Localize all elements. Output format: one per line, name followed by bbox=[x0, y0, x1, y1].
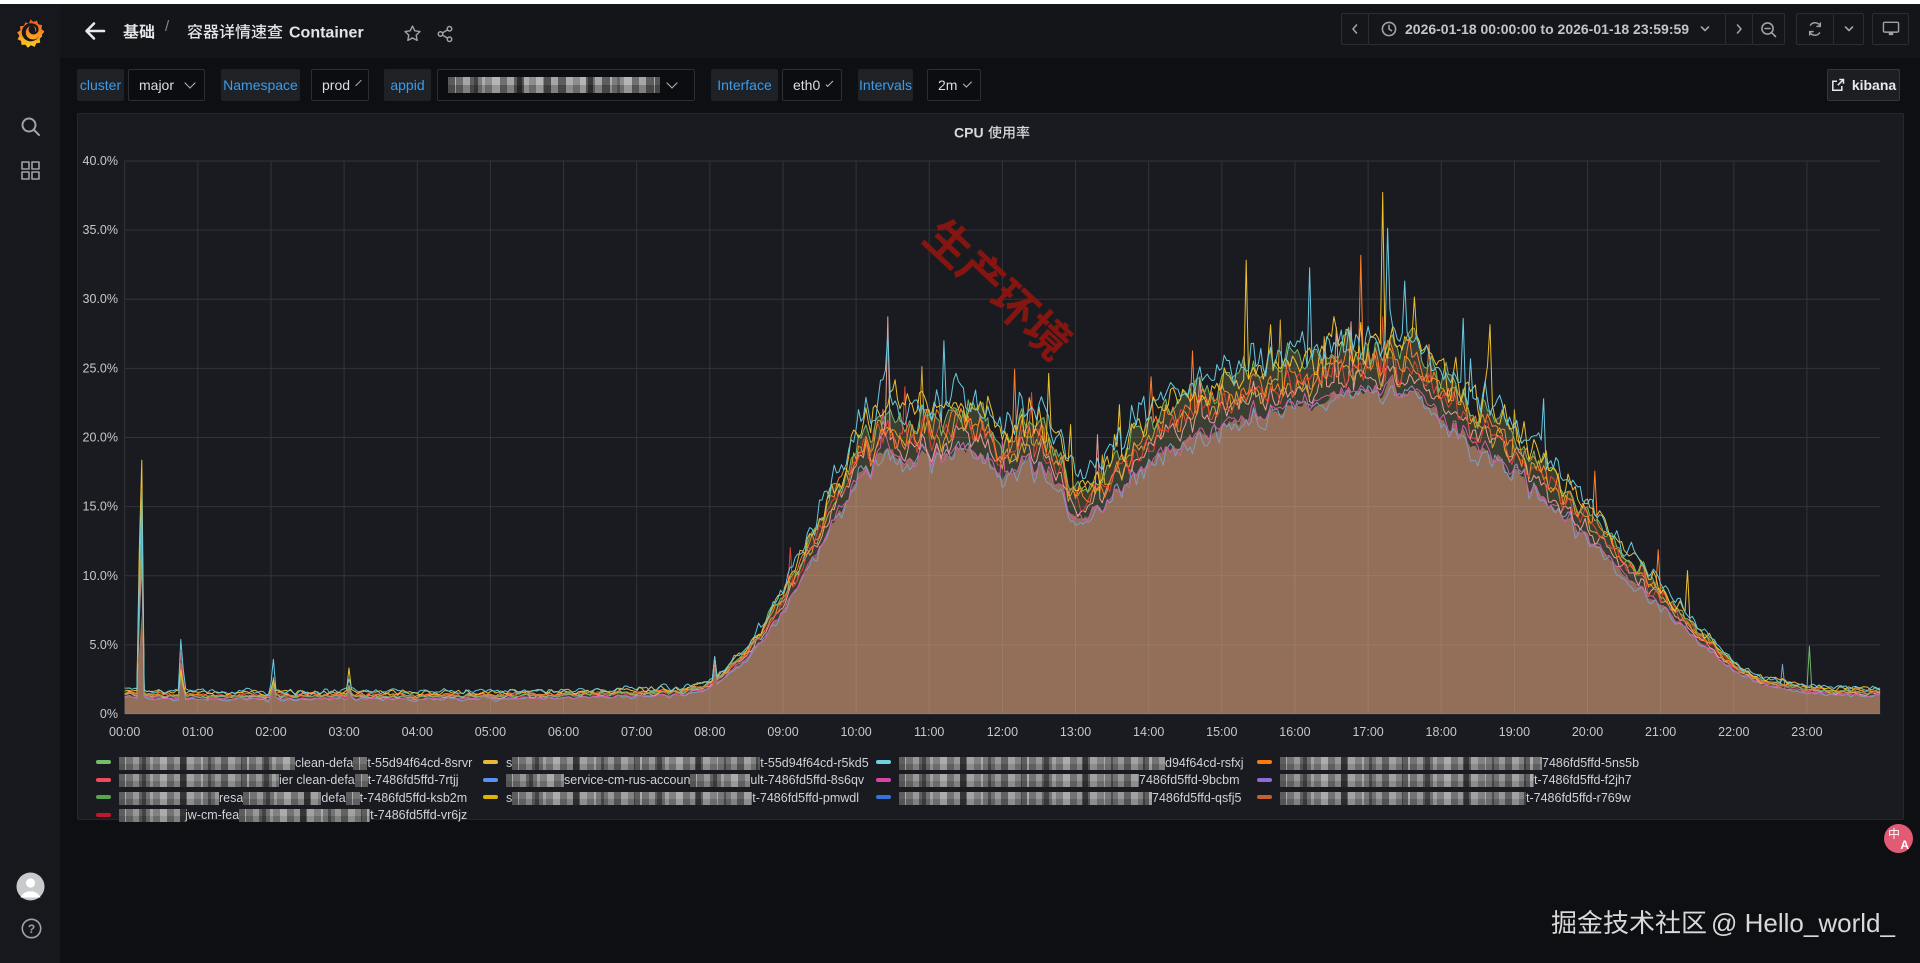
svg-text:11:00: 11:00 bbox=[914, 725, 944, 739]
svg-text:01:00: 01:00 bbox=[182, 725, 213, 739]
svg-text:19:00: 19:00 bbox=[1499, 725, 1530, 739]
svg-text:23:00: 23:00 bbox=[1791, 725, 1822, 739]
svg-text:15:00: 15:00 bbox=[1206, 725, 1237, 739]
svg-text:40.0%: 40.0% bbox=[83, 154, 118, 168]
svg-text:20.0%: 20.0% bbox=[83, 431, 118, 445]
svg-text:Container: Container bbox=[289, 25, 364, 42]
svg-text:5.0%: 5.0% bbox=[90, 638, 119, 652]
svg-text:10.0%: 10.0% bbox=[83, 569, 118, 583]
svg-text:25.0%: 25.0% bbox=[83, 361, 118, 375]
svg-text:14:00: 14:00 bbox=[1133, 725, 1164, 739]
svg-text:17:00: 17:00 bbox=[1352, 725, 1383, 739]
svg-text:02:00: 02:00 bbox=[255, 725, 286, 739]
svg-text:12:00: 12:00 bbox=[987, 725, 1018, 739]
svg-text:?: ? bbox=[28, 922, 35, 936]
svg-text:00:00: 00:00 bbox=[109, 725, 140, 739]
svg-text:06:00: 06:00 bbox=[548, 725, 579, 739]
svg-text:13:00: 13:00 bbox=[1060, 725, 1091, 739]
svg-text:09:00: 09:00 bbox=[767, 725, 798, 739]
svg-text:03:00: 03:00 bbox=[328, 725, 359, 739]
svg-text:CPU: CPU bbox=[954, 125, 984, 141]
svg-text:10:00: 10:00 bbox=[840, 725, 871, 739]
svg-text:07:00: 07:00 bbox=[621, 725, 652, 739]
svg-text:0%: 0% bbox=[100, 707, 118, 721]
svg-text:@ Hello_world_: @ Hello_world_ bbox=[1711, 908, 1895, 938]
svg-text:35.0%: 35.0% bbox=[83, 223, 118, 237]
svg-text:20:00: 20:00 bbox=[1572, 725, 1603, 739]
svg-text:04:00: 04:00 bbox=[402, 725, 433, 739]
svg-text:30.0%: 30.0% bbox=[83, 292, 118, 306]
svg-text:16:00: 16:00 bbox=[1279, 725, 1310, 739]
svg-text:21:00: 21:00 bbox=[1645, 725, 1676, 739]
svg-text:15.0%: 15.0% bbox=[83, 500, 118, 514]
svg-text:18:00: 18:00 bbox=[1426, 725, 1457, 739]
svg-text:05:00: 05:00 bbox=[475, 725, 506, 739]
svg-text:08:00: 08:00 bbox=[694, 725, 725, 739]
svg-text:22:00: 22:00 bbox=[1718, 725, 1749, 739]
